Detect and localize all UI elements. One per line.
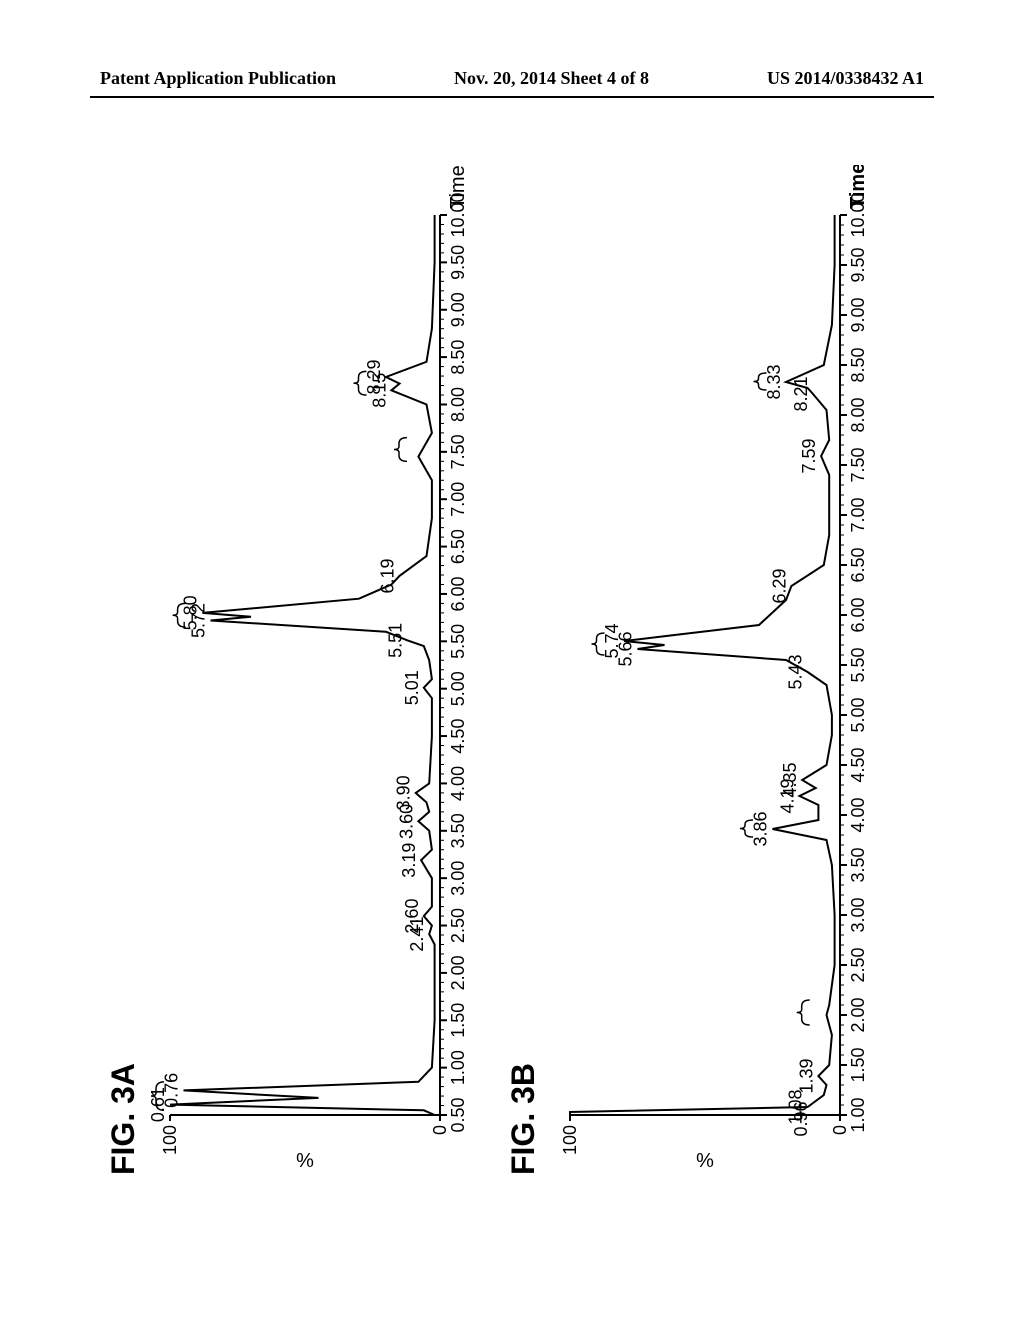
x-tick-label: 6.50 xyxy=(848,547,868,582)
y-tick-label: 0 xyxy=(830,1125,850,1135)
header-right: US 2014/0338432 A1 xyxy=(767,68,924,89)
bracket-icon xyxy=(797,1000,810,1025)
x-tick-label: 7.50 xyxy=(848,447,868,482)
x-axis-label: Time xyxy=(447,165,469,209)
x-tick-label: 7.00 xyxy=(448,482,468,517)
x-tick-label: 5.50 xyxy=(848,647,868,682)
header-left: Patent Application Publication xyxy=(100,68,336,89)
header-center: Nov. 20, 2014 Sheet 4 of 8 xyxy=(454,68,649,89)
x-tick-label: 6.50 xyxy=(448,529,468,564)
x-tick-label: 8.00 xyxy=(448,387,468,422)
y-tick-label: 0 xyxy=(430,1125,450,1135)
peak-label: 8.21 xyxy=(791,376,811,411)
x-tick-label: 8.00 xyxy=(848,397,868,432)
y-axis-label: % xyxy=(296,1148,314,1170)
peak-label: 3.86 xyxy=(751,811,771,846)
peak-label: 1.39 xyxy=(796,1058,816,1093)
peak-label: 0.76 xyxy=(162,1073,182,1108)
x-tick-label: 5.00 xyxy=(448,671,468,706)
peak-label: 4.35 xyxy=(780,762,800,797)
x-tick-label: 4.50 xyxy=(448,719,468,754)
peak-label: 5.43 xyxy=(786,654,806,689)
x-tick-label: 4.00 xyxy=(448,766,468,801)
x-tick-label: 5.00 xyxy=(848,697,868,732)
page-header: Patent Application Publication Nov. 20, … xyxy=(0,68,1024,89)
y-tick-label: 100 xyxy=(160,1125,180,1155)
x-tick-label: 4.50 xyxy=(848,747,868,782)
x-tick-label: 2.00 xyxy=(448,955,468,990)
y-tick-label: 100 xyxy=(560,1125,580,1155)
figure-3b: FIG. 3B 0 100% 1.00 1.50 2.00 2.50 3.00 3.50 4.00… xyxy=(510,165,890,1175)
x-tick-label: 3.00 xyxy=(448,861,468,896)
peak-label: 1.08 xyxy=(786,1089,806,1124)
x-tick-label: 6.00 xyxy=(448,576,468,611)
figure-rotated-container: FIG. 3A0100%0.501.001.502.002.503.003.50… xyxy=(5,270,1015,1070)
peak-label: 6.29 xyxy=(769,568,789,603)
peak-label: 3.90 xyxy=(394,775,414,810)
x-tick-label: 4.00 xyxy=(848,797,868,832)
x-tick-label: 5.50 xyxy=(448,624,468,659)
peak-label: 3.19 xyxy=(399,843,419,878)
peak-label: 8.29 xyxy=(364,359,384,394)
x-tick-label: 8.50 xyxy=(848,347,868,382)
x-tick-label: 9.00 xyxy=(448,292,468,327)
x-tick-label: 3.50 xyxy=(448,813,468,848)
peak-label: 2.60 xyxy=(402,899,422,934)
peak-label: 6.19 xyxy=(378,558,398,593)
x-tick-label: 6.00 xyxy=(848,597,868,632)
peak-label: 5.51 xyxy=(386,623,406,658)
peak-label: 5.01 xyxy=(402,670,422,705)
x-tick-label: 1.50 xyxy=(848,1047,868,1082)
peak-label: 8.33 xyxy=(764,364,784,399)
bracket-icon xyxy=(394,438,407,462)
x-tick-label: 3.00 xyxy=(848,897,868,932)
chromatogram-trace xyxy=(170,215,435,1115)
y-axis-label: % xyxy=(696,1148,714,1170)
x-axis-label: Time xyxy=(847,165,869,209)
x-tick-label: 7.50 xyxy=(448,434,468,469)
x-tick-label: 3.50 xyxy=(848,847,868,882)
x-tick-label: 9.00 xyxy=(848,297,868,332)
x-tick-label: 8.50 xyxy=(448,340,468,375)
x-tick-label: 7.00 xyxy=(848,497,868,532)
peak-label: 7.59 xyxy=(799,438,819,473)
x-tick-label: 2.50 xyxy=(448,908,468,943)
peak-label: 5.80 xyxy=(180,595,200,630)
x-tick-label: 2.50 xyxy=(848,947,868,982)
x-tick-label: 1.00 xyxy=(848,1097,868,1132)
chart-title: FIG. 3A xyxy=(110,1063,141,1175)
x-tick-label: 9.50 xyxy=(448,245,468,280)
peak-label: 5.74 xyxy=(602,623,622,658)
x-tick-label: 1.00 xyxy=(448,1050,468,1085)
x-tick-label: 1.50 xyxy=(448,1003,468,1038)
chart-title: FIG. 3B xyxy=(510,1063,541,1175)
x-tick-label: 2.00 xyxy=(848,997,868,1032)
x-tick-label: 9.50 xyxy=(848,247,868,282)
figure-3a: FIG. 3A 0 100% 0.50 1.00 1.50 2.00 2.50 3.00 3.50… xyxy=(110,165,490,1175)
header-rule xyxy=(90,96,934,98)
x-tick-label: 0.50 xyxy=(448,1097,468,1132)
